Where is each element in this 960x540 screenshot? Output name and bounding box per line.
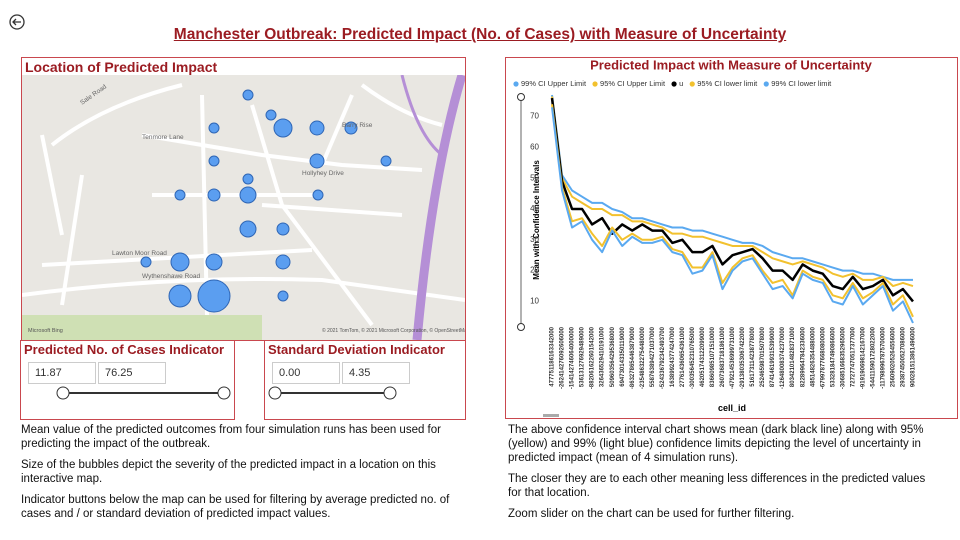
y-tick-label: 20 bbox=[530, 266, 539, 275]
x-tick-label: 536131276929489000 bbox=[580, 326, 586, 387]
x-tick-label: 252465987015078000 bbox=[760, 326, 766, 387]
note: Indicator buttons below the map can be u… bbox=[21, 494, 450, 520]
x-tick-label: 260736837181861000 bbox=[720, 326, 726, 387]
x-tick-label: 822899647842336000 bbox=[800, 326, 806, 387]
note: The above confidence interval chart show… bbox=[508, 424, 924, 464]
x-tick-label: 277614360654361000 bbox=[680, 326, 686, 387]
x-tick-label: 836609851071510000 bbox=[710, 326, 716, 387]
x-tick-label: 256090205264556000 bbox=[891, 326, 897, 387]
left-notes: Mean value of the predicted outcomes fro… bbox=[21, 423, 466, 528]
x-tick-label: 485148263544880000 bbox=[810, 326, 816, 387]
panel-title: Location of Predicted Impact bbox=[25, 59, 218, 75]
y-tick-label: 40 bbox=[530, 204, 539, 213]
note: Mean value of the predicted outcomes fro… bbox=[21, 424, 441, 450]
x-axis-title: cell_id bbox=[718, 403, 746, 413]
y-tick-label: 30 bbox=[530, 235, 539, 244]
map-logo: Microsoft Bing bbox=[28, 328, 63, 334]
map-attribution: © 2021 TomTom, © 2021 Microsoft Corporat… bbox=[322, 327, 465, 334]
x-tick-label: -235486322754480000 bbox=[640, 326, 646, 389]
map-label: Hollyhey Drive bbox=[302, 170, 344, 177]
x-tick-label: 163899243774247000 bbox=[670, 326, 676, 387]
series-line bbox=[551, 107, 914, 324]
slider[interactable] bbox=[265, 383, 465, 403]
y-tick-label: 60 bbox=[530, 142, 539, 151]
x-tick-label: -300356452310765000 bbox=[690, 326, 696, 389]
slicer-title: Standard Deviation Indicator bbox=[268, 342, 445, 357]
y-tick-label: 10 bbox=[530, 297, 539, 306]
slicer: Predicted No. of Cases Indicator 11.87 7… bbox=[20, 340, 235, 420]
x-tick-label: -291380353067422000 bbox=[740, 326, 746, 389]
note: Zoom slider on the chart can be used for… bbox=[508, 508, 795, 520]
legend-marker bbox=[689, 81, 695, 87]
note: Size of the bubbles depict the severity … bbox=[21, 459, 436, 485]
x-tick-label: -306851668352965000 bbox=[840, 326, 846, 389]
slicer-min[interactable]: 0.00 bbox=[272, 362, 340, 384]
legend-marker bbox=[763, 81, 769, 87]
x-tick-label: 900281513861496000 bbox=[911, 326, 917, 387]
chart: Predicted Impact with Measure of Uncerta… bbox=[505, 57, 958, 419]
slicer-max[interactable]: 76.25 bbox=[98, 362, 166, 384]
x-tick-label: 462051743122099000 bbox=[700, 326, 706, 387]
y-tick-label: 70 bbox=[530, 112, 539, 121]
map-label: Lawton Moor Road bbox=[112, 250, 167, 257]
map-label: Wythenshawe Road bbox=[142, 273, 200, 280]
x-tick-label: -524336792342493700 bbox=[660, 326, 666, 389]
legend-label: u bbox=[679, 79, 683, 88]
slicer: Standard Deviation Indicator 0.00 4.35 bbox=[264, 340, 466, 420]
x-tick-label: 558763894271037000 bbox=[650, 326, 656, 387]
map-label: Barry Rise bbox=[342, 122, 373, 129]
x-tick-label: 509603564295368000 bbox=[610, 326, 616, 387]
back-button[interactable] bbox=[8, 13, 26, 31]
legend-marker bbox=[513, 81, 519, 87]
slicer-max[interactable]: 4.35 bbox=[342, 362, 410, 384]
x-tick-label: 477751186163342000 bbox=[550, 326, 556, 386]
x-tick-label: -262414276092606000 bbox=[560, 326, 566, 389]
legend-marker bbox=[671, 81, 677, 87]
bubbles bbox=[140, 89, 392, 313]
x-tick-label: 694730143350119000 bbox=[620, 326, 626, 386]
zoom-handle[interactable] bbox=[517, 93, 525, 101]
series-line bbox=[551, 94, 913, 281]
x-tick-label: -919190698142167000 bbox=[860, 326, 866, 389]
x-tick-label: -679978776680800000 bbox=[820, 326, 826, 389]
zoom-handle[interactable] bbox=[517, 323, 525, 331]
legend-label: 99% CI Upper Limit bbox=[521, 79, 587, 88]
map-label: Tenmore Lane bbox=[142, 134, 184, 141]
x-tick-label: -479214536999731000 bbox=[730, 326, 736, 389]
slider[interactable] bbox=[21, 383, 234, 403]
x-tick-label: 516173114238778000 bbox=[750, 326, 756, 386]
legend-marker bbox=[592, 81, 598, 87]
x-tick-label: -154142746064000000 bbox=[570, 326, 576, 389]
y-axis-title: Mean with Confidence Intervals bbox=[532, 160, 541, 280]
slicer-min[interactable]: 11.87 bbox=[28, 362, 96, 384]
legend-label: 95% CI Upper Limit bbox=[600, 79, 666, 88]
page-title: Manchester Outbreak: Predicted Impact (N… bbox=[173, 26, 787, 43]
series-line bbox=[551, 96, 914, 288]
x-tick-label: 533281847490866000 bbox=[830, 326, 836, 387]
x-tick-label: 326436529410191000 bbox=[600, 326, 606, 387]
scrollbar[interactable] bbox=[543, 414, 559, 417]
x-tick-label: -126480083742370000 bbox=[780, 326, 786, 389]
x-tick-label: 803421014828371000 bbox=[790, 326, 796, 387]
right-notes: The above confidence interval chart show… bbox=[508, 423, 928, 528]
map-panel: Location of Predicted Impact Sale Road Te… bbox=[21, 57, 466, 341]
x-tick-label: 727277470517377000 bbox=[850, 326, 856, 387]
chart-title: Predicted Impact with Measure of Uncerta… bbox=[590, 57, 873, 72]
series-line bbox=[550, 97, 914, 303]
x-tick-label: 293874500527086000 bbox=[901, 326, 907, 387]
x-tick-label: -544115901728022000 bbox=[870, 326, 876, 388]
x-tick-label: 874146199315399000 bbox=[770, 326, 776, 387]
note: The closer they are to each other meanin… bbox=[508, 473, 926, 499]
legend-label: 95% CI lower limit bbox=[697, 79, 758, 88]
y-tick-label: 50 bbox=[530, 173, 539, 182]
x-tick-label: -882061622601542000 bbox=[590, 326, 596, 389]
legend-label: 99% CI lower limit bbox=[771, 79, 832, 88]
x-tick-label: -863278654463879000 bbox=[630, 326, 636, 389]
slicer-title: Predicted No. of Cases Indicator bbox=[24, 342, 225, 357]
x-tick-label: -117989967875700000 bbox=[880, 326, 886, 388]
series-line bbox=[551, 104, 914, 318]
